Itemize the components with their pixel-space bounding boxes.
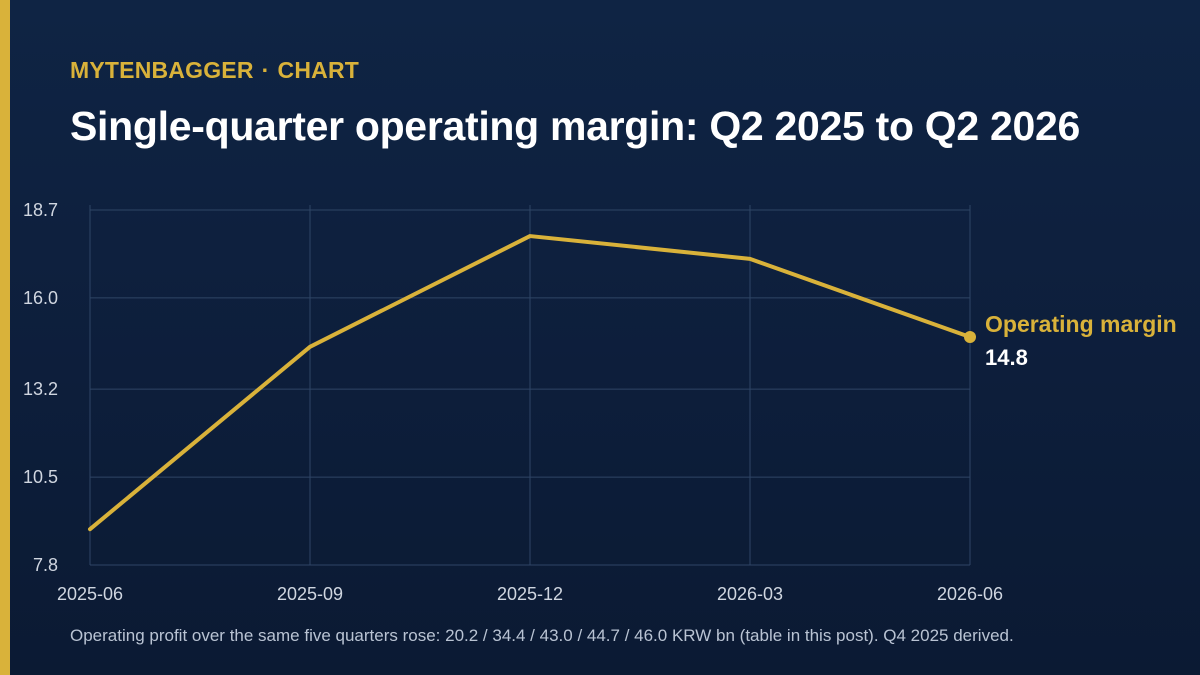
series-name-label: Operating margin [985, 311, 1177, 337]
x-tick-label: 2025-12 [497, 584, 563, 604]
y-tick-label: 13.2 [23, 379, 58, 399]
y-tick-label: 10.5 [23, 467, 58, 487]
series-last-value-label: 14.8 [985, 345, 1028, 370]
x-tick-label: 2026-03 [717, 584, 783, 604]
footnote: Operating profit over the same five quar… [70, 626, 1014, 645]
accent-bar [0, 0, 10, 675]
x-tick-label: 2025-09 [277, 584, 343, 604]
brand-section: CHART [277, 57, 360, 83]
x-tick-label: 2025-06 [57, 584, 123, 604]
brand-name: MYTENBAGGER [70, 57, 254, 83]
brand-separator: · [261, 57, 270, 83]
brand-kicker: MYTENBAGGER · CHART [70, 57, 359, 84]
series-line-operating-margin [88, 234, 972, 532]
y-tick-label: 16.0 [23, 288, 58, 308]
x-tick-label: 2026-06 [937, 584, 1003, 604]
series-end-point [964, 331, 976, 344]
chart-title: Single-quarter operating margin: Q2 2025… [70, 103, 1081, 149]
y-tick-label: 18.7 [23, 200, 58, 220]
y-tick-label: 7.8 [33, 555, 58, 575]
